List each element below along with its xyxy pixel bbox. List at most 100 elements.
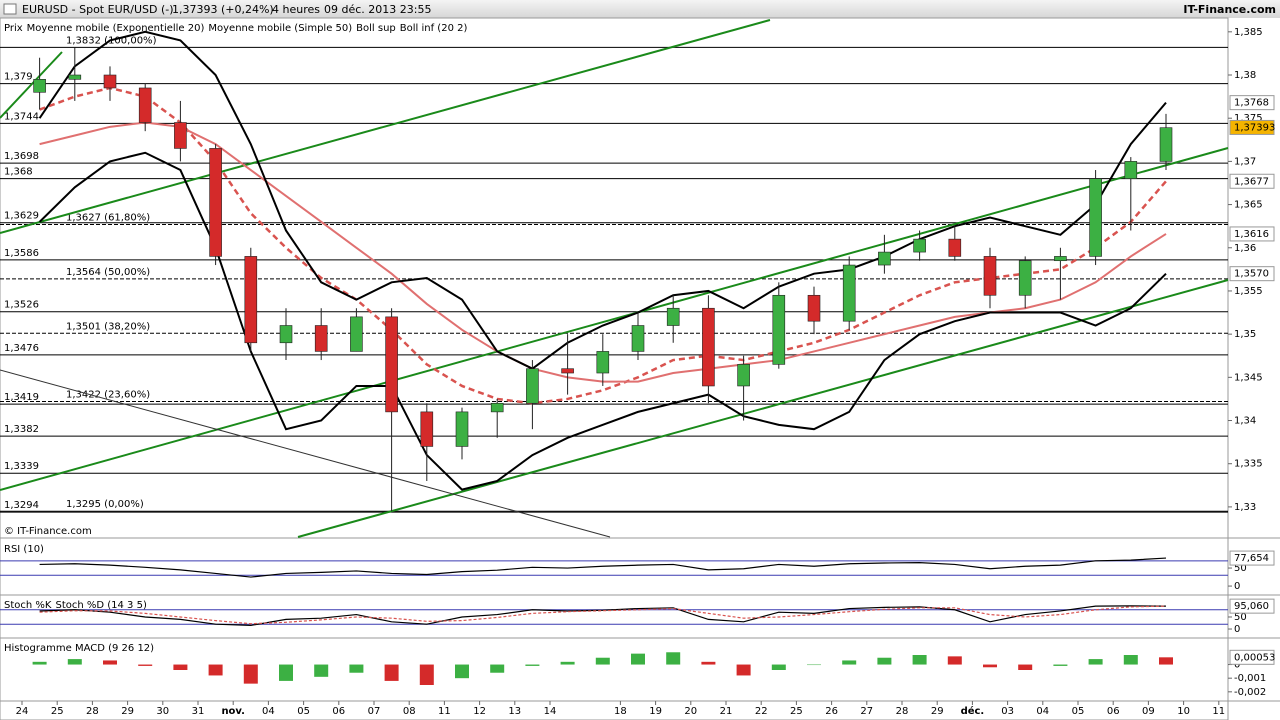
candle-body: [385, 316, 398, 413]
candle-body: [279, 325, 293, 344]
panel-title: Histogramme MACD (9 26 12): [4, 643, 154, 654]
level-label: 1,3586: [4, 248, 39, 259]
symbol: EURUSD - Spot EUR/USD (-): [22, 3, 174, 16]
level-label: 1,368: [4, 167, 33, 178]
candle-body: [842, 264, 856, 322]
icon: [3, 3, 17, 15]
value-marker: [1229, 173, 1275, 189]
y-tick-label: 0: [1234, 581, 1240, 592]
x-tick-label: 27: [860, 706, 873, 717]
x-tick-label: 05: [297, 706, 310, 717]
trend-line: [0, 51, 63, 119]
candle-body: [737, 364, 750, 387]
panel-title: RSI (10): [4, 544, 44, 555]
indicator-line: [38, 30, 1167, 370]
x-tick-label: 06: [1107, 706, 1120, 717]
y-tick-label: 1,375: [1234, 113, 1263, 124]
x-tick-label: 14: [544, 706, 557, 717]
y-tick-label: 1,35: [1234, 329, 1256, 340]
x-tick-label: 05: [1072, 706, 1085, 717]
candle-body: [33, 79, 46, 93]
legend-entry: Moyenne mobile (Exponentielle 20): [27, 23, 205, 34]
x-tick-label: 07: [368, 706, 381, 717]
x-tick-label: 24: [16, 706, 29, 717]
x-tick-label: 09: [1142, 706, 1155, 717]
candle-body: [702, 307, 715, 387]
candle-body: [1018, 260, 1032, 296]
x-tick-label: 21: [720, 706, 733, 717]
x-tick-label: 06: [332, 706, 345, 717]
trend-line: [297, 279, 1229, 538]
candle-body: [983, 256, 997, 296]
legend-entry: Stoch %D (14 3 5): [55, 600, 146, 611]
x-tick-label: 29: [121, 706, 134, 717]
plot-frame: [0, 17, 1229, 720]
trend-line: [0, 19, 771, 234]
y-tick-label: 0: [1234, 660, 1240, 671]
y-tick-label: -0,001: [1234, 673, 1266, 684]
candle-body: [913, 238, 926, 253]
x-tick-label: 03: [1001, 706, 1014, 717]
x-tick-label: 22: [755, 706, 768, 717]
bar: [560, 661, 575, 665]
bar: [138, 664, 153, 666]
y-tick-label: 50: [1234, 612, 1247, 623]
fib-label: 1,3422 (23,60%): [66, 390, 150, 401]
brand: IT-Finance.com: [1183, 3, 1276, 16]
bar: [67, 659, 82, 665]
trend-line: [0, 369, 611, 538]
x-tick-label: 31: [192, 706, 205, 717]
x-tick-label: 26: [825, 706, 838, 717]
bar: [314, 664, 329, 677]
level-label: 1,3476: [4, 343, 39, 354]
candle-body: [666, 307, 680, 326]
bar: [877, 657, 892, 665]
bar: [525, 664, 540, 666]
x-tick-label: nov.: [221, 706, 245, 717]
value-marker-label: 1,3570: [1234, 269, 1269, 280]
bar: [701, 661, 716, 665]
candle-body: [1089, 178, 1102, 257]
value-marker: [1229, 550, 1275, 566]
candle-body: [244, 256, 258, 344]
candle-body: [561, 368, 574, 374]
x-tick-label: 28: [896, 706, 909, 717]
value-marker-label: 95,060: [1234, 601, 1269, 612]
candle-body: [596, 351, 610, 374]
x-tick-label: 13: [508, 706, 521, 717]
y-tick-label: 1,37: [1234, 156, 1256, 167]
level-label: 1,379: [4, 72, 33, 83]
x-tick-label: 11: [1212, 706, 1225, 717]
y-tick-label: 50: [1234, 563, 1247, 574]
bar: [419, 664, 434, 685]
value-marker: [1229, 226, 1275, 242]
level-label: 1,3382: [4, 424, 39, 435]
candle-body: [878, 251, 891, 266]
bar: [1159, 657, 1173, 665]
legend-entry: Stoch %K: [4, 600, 52, 611]
y-tick-label: 1,365: [1234, 200, 1263, 211]
candle-body: [174, 122, 187, 149]
level-label: 1,3744: [4, 111, 39, 122]
x-tick-label: 12: [473, 706, 486, 717]
candle-body: [420, 411, 434, 447]
x-tick-label: 28: [86, 706, 99, 717]
x-tick-label: 04: [262, 706, 275, 717]
period: 4 heures: [272, 3, 320, 16]
candle-body: [455, 411, 469, 447]
fib-label: 1,3295 (0,00%): [66, 499, 144, 510]
candle-body: [526, 368, 539, 404]
candle-body: [314, 325, 328, 352]
value-marker: [1229, 598, 1275, 614]
candle-body: [807, 294, 821, 322]
indicator-line: [39, 86, 1167, 405]
legend-entry: Boll inf (20 2): [400, 23, 468, 34]
level-label: 1,3294: [4, 500, 39, 511]
bar: [631, 653, 645, 665]
value-marker-label: 1,3768: [1234, 98, 1269, 109]
y-tick-label: 1,38: [1234, 70, 1256, 81]
x-tick-label: 29: [931, 706, 944, 717]
level-label: 1,3419: [4, 392, 39, 403]
x-tick-label: 18: [614, 706, 627, 717]
